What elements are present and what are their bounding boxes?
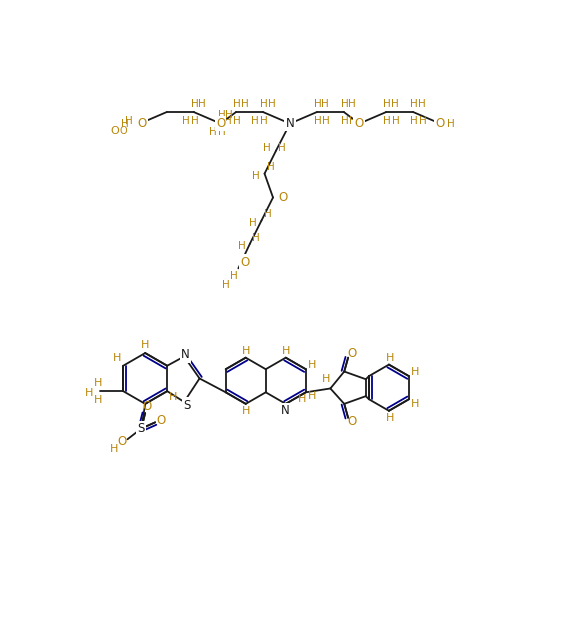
- Text: H: H: [249, 218, 257, 228]
- Text: H: H: [308, 360, 316, 370]
- Text: H: H: [447, 119, 455, 128]
- Text: H: H: [252, 171, 260, 181]
- Text: H: H: [113, 353, 121, 363]
- Text: H: H: [314, 99, 321, 109]
- Text: H: H: [190, 116, 198, 126]
- Text: H: H: [341, 99, 349, 109]
- Text: O: O: [436, 117, 445, 130]
- Text: H: H: [341, 116, 349, 126]
- Text: O: O: [347, 415, 357, 428]
- Text: H: H: [242, 406, 250, 416]
- Text: H: H: [260, 99, 268, 109]
- Text: H: H: [218, 127, 225, 137]
- Text: H: H: [94, 396, 102, 405]
- Text: H: H: [110, 444, 119, 454]
- Text: H: H: [383, 99, 391, 109]
- Text: S: S: [138, 422, 145, 435]
- Text: H: H: [242, 346, 250, 356]
- Text: S: S: [182, 399, 190, 411]
- Text: H: H: [411, 367, 419, 377]
- Text: H: H: [349, 99, 356, 109]
- Text: O: O: [156, 413, 165, 427]
- Text: H: H: [252, 233, 260, 243]
- Text: H: H: [298, 394, 306, 404]
- Text: H: H: [391, 99, 398, 109]
- Text: H: H: [233, 99, 241, 109]
- Text: H: H: [282, 346, 291, 356]
- Text: O: O: [347, 348, 357, 360]
- Text: H: H: [198, 99, 206, 109]
- Text: H: H: [209, 127, 217, 137]
- Text: O: O: [279, 191, 288, 204]
- Text: H: H: [169, 392, 177, 401]
- Text: H: H: [125, 116, 133, 126]
- Text: H: H: [323, 374, 331, 384]
- Text: H: H: [182, 116, 190, 126]
- Text: H: H: [392, 116, 399, 126]
- Text: H: H: [386, 413, 394, 423]
- Text: H: H: [94, 378, 102, 387]
- Text: H: H: [411, 399, 419, 409]
- Text: N: N: [285, 117, 294, 130]
- Text: H: H: [251, 116, 259, 126]
- Text: H: H: [314, 116, 321, 126]
- Text: O: O: [137, 117, 147, 130]
- Text: H: H: [224, 116, 232, 126]
- Text: H: H: [190, 99, 198, 109]
- Text: H: H: [386, 353, 394, 363]
- Text: H: H: [260, 116, 268, 126]
- Text: H: H: [237, 241, 245, 251]
- Text: H: H: [263, 143, 271, 153]
- Text: O: O: [241, 256, 250, 269]
- Text: O: O: [216, 117, 225, 130]
- Text: H: H: [418, 99, 425, 109]
- Text: H: H: [120, 119, 128, 128]
- Text: H: H: [410, 99, 418, 109]
- Text: H: H: [141, 341, 149, 350]
- Text: H: H: [419, 116, 426, 126]
- Text: H: H: [349, 116, 357, 126]
- Text: H: H: [321, 99, 329, 109]
- Text: N: N: [281, 404, 290, 417]
- Text: H: H: [268, 99, 275, 109]
- Text: H: H: [230, 271, 238, 281]
- Text: H: H: [85, 387, 93, 398]
- Text: H: H: [218, 110, 225, 120]
- Text: H: H: [225, 110, 233, 120]
- Text: H: H: [277, 143, 285, 153]
- Text: H: H: [410, 116, 418, 126]
- Text: H: H: [222, 280, 230, 290]
- Text: H: H: [308, 391, 316, 401]
- Text: O: O: [118, 435, 127, 448]
- Text: O: O: [110, 126, 119, 137]
- Text: O: O: [119, 126, 127, 135]
- Text: H: H: [267, 162, 275, 173]
- Text: N: N: [181, 348, 190, 362]
- Text: H: H: [264, 209, 272, 219]
- Text: O: O: [355, 117, 364, 130]
- Text: H: H: [241, 99, 249, 109]
- Text: O: O: [142, 399, 151, 413]
- Text: H: H: [383, 116, 391, 126]
- Text: H: H: [233, 116, 241, 126]
- Text: H: H: [322, 116, 330, 126]
